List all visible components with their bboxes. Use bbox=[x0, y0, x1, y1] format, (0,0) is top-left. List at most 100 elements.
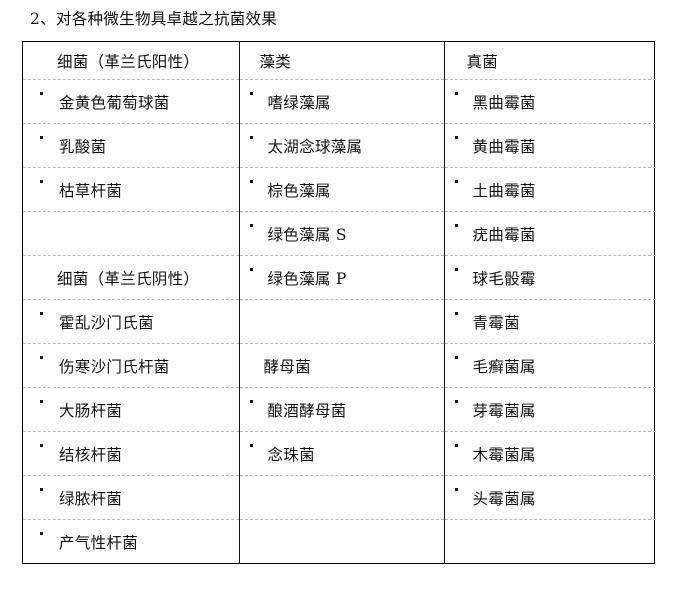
bullet-icon bbox=[40, 399, 44, 403]
list-item-label: 绿色藻属 S bbox=[267, 225, 347, 244]
list-item: 棕色藻属 bbox=[240, 179, 331, 201]
list-item: 毛癣菌属 bbox=[445, 355, 536, 377]
bullet-icon bbox=[454, 223, 458, 227]
list-item: 头霉菌属 bbox=[445, 487, 536, 509]
table-cell-algae bbox=[239, 299, 445, 344]
bullet-icon bbox=[249, 223, 253, 227]
bullet-icon bbox=[454, 443, 458, 447]
list-item-label: 疣曲霉菌 bbox=[472, 225, 536, 244]
table-cell-algae: 棕色藻属 bbox=[239, 167, 445, 212]
table-cell-bacteria: 乳酸菌 bbox=[23, 123, 240, 168]
group-subheader: 酵母菌 bbox=[263, 357, 311, 376]
list-item-label: 伤寒沙门氏杆菌 bbox=[59, 357, 170, 376]
table-cell-bacteria: 金黄色葡萄球菌 bbox=[23, 79, 240, 124]
list-item-label: 绿脓杆菌 bbox=[59, 489, 123, 508]
bullet-icon bbox=[40, 443, 44, 447]
table-cell-algae: 酿酒酵母菌 bbox=[239, 387, 445, 432]
table-cell-fungi: 黄曲霉菌 bbox=[444, 123, 656, 168]
list-item: 黄曲霉菌 bbox=[445, 135, 536, 157]
list-item-label: 黑曲霉菌 bbox=[472, 93, 536, 112]
bullet-icon bbox=[454, 267, 458, 271]
table-row: 结核杆菌 念珠菌 木霉菌属 bbox=[23, 431, 656, 476]
list-item: 芽霉菌属 bbox=[445, 399, 536, 421]
table-header-cell-bacteria: 细菌（革兰氏阳性） bbox=[23, 42, 240, 80]
list-item: 金黄色葡萄球菌 bbox=[23, 91, 170, 113]
table-cell-bacteria: 枯草杆菌 bbox=[23, 167, 240, 212]
list-item-label: 毛癣菌属 bbox=[472, 357, 536, 376]
list-item-label: 金黄色葡萄球菌 bbox=[59, 93, 170, 112]
bullet-icon bbox=[454, 487, 458, 491]
bullet-icon bbox=[40, 135, 44, 139]
list-item-label: 霍乱沙门氏菌 bbox=[59, 313, 154, 332]
bullet-icon bbox=[40, 531, 44, 535]
table-cell-bacteria: 伤寒沙门氏杆菌 bbox=[23, 343, 240, 388]
list-item: 酿酒酵母菌 bbox=[240, 399, 347, 421]
table-header-cell-fungi: 真菌 bbox=[444, 42, 656, 80]
bullet-icon bbox=[40, 91, 44, 95]
bullet-icon bbox=[249, 91, 253, 95]
table-cell-algae: 念珠菌 bbox=[239, 431, 445, 476]
list-item-label: 土曲霉菌 bbox=[472, 181, 536, 200]
table-cell-fungi: 土曲霉菌 bbox=[444, 167, 656, 212]
list-item: 木霉菌属 bbox=[445, 443, 536, 465]
bullet-icon bbox=[249, 135, 253, 139]
list-item: 伤寒沙门氏杆菌 bbox=[23, 355, 170, 377]
bullet-icon bbox=[40, 355, 44, 359]
table-cell-fungi: 木霉菌属 bbox=[444, 431, 656, 476]
list-item-label: 青霉菌 bbox=[472, 313, 520, 332]
table-cell-algae: 绿色藻属 S bbox=[239, 211, 445, 256]
bullet-icon bbox=[249, 179, 253, 183]
list-item: 绿脓杆菌 bbox=[23, 487, 122, 509]
table-cell-fungi: 青霉菌 bbox=[444, 299, 656, 344]
bullet-icon bbox=[454, 311, 458, 315]
table-cell-fungi: 头霉菌属 bbox=[444, 475, 656, 520]
list-item-label: 黄曲霉菌 bbox=[472, 137, 536, 156]
table-cell-bacteria: 结核杆菌 bbox=[23, 431, 240, 476]
table-cell-algae bbox=[239, 519, 445, 563]
table-cell-algae: 嗜绿藻属 bbox=[239, 79, 445, 124]
column-header-bacteria-gram-positive: 细菌（革兰氏阳性） bbox=[57, 52, 200, 71]
table-cell-algae: 绿色藻属 P bbox=[239, 255, 445, 300]
table-cell-bacteria: 霍乱沙门氏菌 bbox=[23, 299, 240, 344]
list-item-label: 产气性杆菌 bbox=[59, 533, 139, 552]
list-item: 疣曲霉菌 bbox=[445, 223, 536, 245]
list-item: 青霉菌 bbox=[445, 311, 520, 333]
table-row: 金黄色葡萄球菌 嗜绿藻属 黑曲霉菌 bbox=[23, 79, 656, 124]
list-item-label: 嗜绿藻属 bbox=[267, 93, 331, 112]
list-item: 黑曲霉菌 bbox=[445, 91, 536, 113]
list-item-label: 念珠菌 bbox=[267, 445, 315, 464]
page-title: 2、对各种微生物具卓越之抗菌效果 bbox=[30, 10, 278, 28]
table-row: 绿脓杆菌 头霉菌属 bbox=[23, 475, 656, 520]
list-item: 绿色藻属 S bbox=[240, 223, 347, 245]
table-body: 细菌（革兰氏阳性） 藻类 真菌 金黄色葡萄球菌 嗜绿藻属 黑曲霉菌乳酸菌 太湖念球藻属… bbox=[23, 42, 656, 563]
bullet-icon bbox=[249, 267, 253, 271]
list-item-label: 绿色藻属 P bbox=[267, 269, 347, 288]
table-cell-fungi: 黑曲霉菌 bbox=[444, 79, 656, 124]
list-item-label: 头霉菌属 bbox=[472, 489, 536, 508]
list-item: 结核杆菌 bbox=[23, 443, 122, 465]
bullet-icon bbox=[249, 443, 253, 447]
list-item: 大肠杆菌 bbox=[23, 399, 122, 421]
table-row: 乳酸菌 太湖念球藻属 黄曲霉菌 bbox=[23, 123, 656, 168]
table-row: 霍乱沙门氏菌 青霉菌 bbox=[23, 299, 656, 344]
list-item-label: 木霉菌属 bbox=[472, 445, 536, 464]
table-cell-fungi bbox=[444, 520, 656, 564]
table-cell-fungi: 毛癣菌属 bbox=[444, 343, 656, 388]
list-item: 念珠菌 bbox=[240, 443, 315, 465]
bullet-icon bbox=[454, 179, 458, 183]
list-item: 乳酸菌 bbox=[23, 135, 106, 157]
list-item-label: 结核杆菌 bbox=[59, 445, 123, 464]
list-item-label: 酿酒酵母菌 bbox=[267, 401, 347, 420]
microorganism-table: 细菌（革兰氏阳性） 藻类 真菌 金黄色葡萄球菌 嗜绿藻属 黑曲霉菌乳酸菌 太湖念球藻属… bbox=[23, 42, 656, 563]
table-row: 枯草杆菌 棕色藻属 土曲霉菌 bbox=[23, 167, 656, 212]
table-cell-bacteria: 细菌（革兰氏阴性） bbox=[23, 255, 240, 300]
list-item-label: 枯草杆菌 bbox=[59, 181, 123, 200]
table-cell-bacteria: 大肠杆菌 bbox=[23, 387, 240, 432]
bullet-icon bbox=[40, 179, 44, 183]
list-item-label: 球毛骰霉 bbox=[472, 269, 536, 288]
table-row: 伤寒沙门氏杆菌 酵母菌 毛癣菌属 bbox=[23, 343, 656, 388]
bullet-icon bbox=[40, 487, 44, 491]
bullet-icon bbox=[454, 399, 458, 403]
table-header-cell-algae: 藻类 bbox=[239, 42, 445, 80]
list-item: 球毛骰霉 bbox=[445, 267, 536, 289]
